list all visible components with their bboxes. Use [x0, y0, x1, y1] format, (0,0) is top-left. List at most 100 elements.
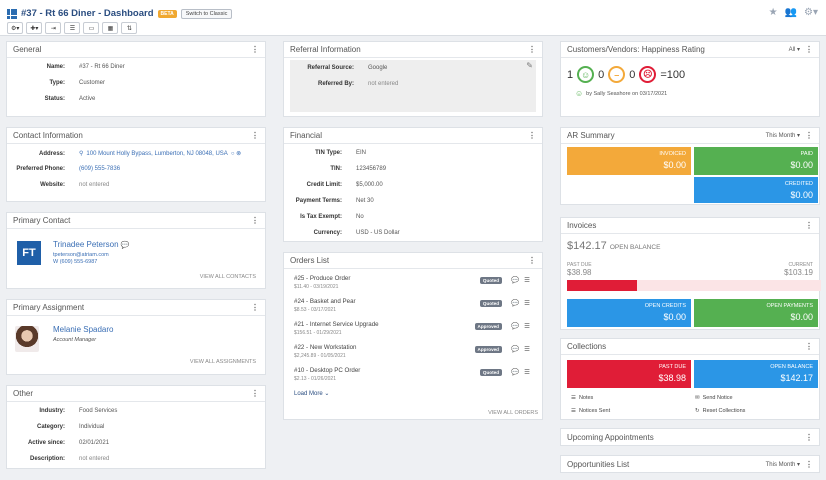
tile-label: OPEN CREDITS	[644, 303, 686, 309]
send-notice-link[interactable]: ✉ Send Notice	[695, 395, 733, 401]
login-button[interactable]: ⇥	[45, 22, 62, 34]
edit-icon[interactable]: ✎	[526, 61, 533, 70]
open-credits-tile[interactable]: OPEN CREDITS $0.00	[567, 299, 691, 327]
notices-sent-label: Notices Sent	[578, 408, 611, 414]
comment-icon[interactable]: 💬	[511, 346, 520, 353]
app-grid-icon[interactable]	[7, 8, 17, 19]
status-badge: Approved	[474, 346, 502, 353]
order-row[interactable]: #24 - Basket and Pear $8.53 - 03/17/2021…	[294, 298, 542, 318]
load-more-button[interactable]: Load More ⌄	[294, 391, 330, 397]
field-label: Category:	[36, 424, 65, 430]
grid-view-button[interactable]: ▦	[102, 22, 119, 34]
view-all-orders-link[interactable]: VIEW ALL ORDERS	[488, 410, 538, 416]
comment-icon[interactable]: 💬	[511, 369, 520, 376]
top-bar: #37 - Rt 66 Diner - Dashboard BETA Switc…	[0, 0, 826, 36]
contact-name-link[interactable]: Trinadee Peterson	[53, 240, 119, 249]
primary-contact-menu-icon[interactable]: ⋮	[251, 216, 259, 225]
happiness-menu-icon[interactable]: ⋮	[805, 45, 813, 54]
comment-icon[interactable]: 💬	[511, 300, 520, 307]
upcoming-menu-icon[interactable]: ⋮	[805, 432, 813, 442]
send-notice-label: Send Notice	[702, 395, 733, 401]
sort-button[interactable]: ⇅	[121, 22, 138, 34]
address-link[interactable]: 100 Mount Holly Bypass, Lumberton, NJ 08…	[86, 150, 228, 157]
status-badge: Approved	[474, 323, 502, 330]
ar-summary-filter-dropdown[interactable]: This Month ▾	[765, 133, 800, 139]
happiness-by-line: ☺ by Sally Seashore on 03/17/2021	[575, 89, 667, 98]
paid-tile[interactable]: PAID $0.00	[694, 147, 818, 175]
view-all-assignments-link[interactable]: VIEW ALL ASSIGNMENTS	[189, 359, 256, 365]
field-label: Active since:	[27, 440, 65, 446]
primary-assignment-title: Primary Assignment	[13, 303, 85, 312]
invoices-title: Invoices	[567, 221, 597, 230]
users-icon[interactable]: 👥	[784, 7, 798, 18]
ar-summary-menu-icon[interactable]: ⋮	[805, 131, 813, 140]
locate-icon[interactable]: ○ ⊗	[230, 151, 242, 157]
happiness-filter-dropdown[interactable]: All ▾	[788, 47, 800, 53]
assignee-name-link[interactable]: Melanie Spadaro	[53, 325, 114, 334]
avatar: FT	[17, 241, 41, 265]
collections-open-balance-tile[interactable]: OPEN BALANCE $142.17	[694, 360, 818, 388]
collections-menu-icon[interactable]: ⋮	[805, 342, 813, 351]
order-row[interactable]: #21 - Internet Service Upgrade $156.51 -…	[294, 321, 542, 341]
contact-info-menu-icon[interactable]: ⋮	[251, 131, 259, 140]
contact-phone-link[interactable]: W (609) 555-6987	[53, 259, 98, 265]
invoiced-tile[interactable]: INVOICED $0.00	[567, 147, 691, 175]
list-icon[interactable]: ☰	[524, 323, 530, 330]
list-icon[interactable]: ☰	[524, 277, 530, 284]
orders-menu-icon[interactable]: ⋮	[528, 256, 536, 265]
general-menu-icon[interactable]: ⋮	[251, 45, 259, 54]
list-icon[interactable]: ☰	[524, 369, 530, 376]
comment-icon[interactable]: 💬	[511, 323, 520, 330]
chat-icon[interactable]: 💬	[120, 242, 130, 249]
order-name: #10 - Desktop PC Order	[294, 367, 361, 374]
tile-value: $0.00	[663, 160, 686, 170]
field-value: 123456789	[356, 166, 387, 172]
view-all-contacts-link[interactable]: VIEW ALL CONTACTS	[199, 274, 256, 280]
financial-title: Financial	[290, 131, 323, 140]
tile-value: $0.00	[790, 160, 813, 170]
collections-past-due-tile[interactable]: PAST DUE $38.98	[567, 360, 691, 388]
notes-link[interactable]: ☰ Notes	[571, 395, 593, 401]
switch-to-classic-button[interactable]: Switch to Classic	[180, 8, 233, 19]
primary-assignment-menu-icon[interactable]: ⋮	[251, 303, 259, 312]
opportunities-panel: Opportunities List This Month ▾ ⋮	[560, 455, 820, 473]
settings-menu-button[interactable]: ⚙▾	[7, 22, 24, 34]
order-row[interactable]: #25 - Produce Order $11.40 - 03/19/2021 …	[294, 275, 542, 295]
tile-value: $142.17	[780, 373, 813, 383]
open-balance: $142.17 OPEN BALANCE	[567, 240, 660, 252]
reset-collections-link[interactable]: ↻ Reset Collections	[695, 408, 745, 414]
phone-link[interactable]: (609) 555-7836	[79, 166, 121, 172]
open-balance-amount: $142.17	[567, 240, 607, 252]
list-icon[interactable]: ☰	[524, 346, 530, 353]
notices-sent-link[interactable]: ☰ Notices Sent	[571, 408, 610, 414]
contact-email-link[interactable]: tpeterson@atriam.com	[53, 252, 109, 258]
list-icon[interactable]: ☰	[524, 300, 530, 307]
order-name: #25 - Produce Order	[294, 275, 351, 282]
field-label: Type:	[49, 80, 65, 86]
invoices-menu-icon[interactable]: ⋮	[805, 221, 813, 230]
referral-menu-icon[interactable]: ⋮	[528, 45, 536, 54]
order-sub: $2,245.89 - 01/05/2021	[294, 353, 346, 359]
status-badge: Quoted	[479, 300, 502, 307]
order-row[interactable]: #10 - Desktop PC Order $2.13 - 01/26/202…	[294, 367, 542, 387]
tile-value: $0.00	[790, 312, 813, 322]
credited-tile[interactable]: CREDITED $0.00	[694, 177, 818, 203]
opportunities-menu-icon[interactable]: ⋮	[805, 459, 813, 469]
gear-icon[interactable]: ⚙▾	[804, 7, 818, 18]
referral-body: ✎ Referral Source: Google Referred By: not…	[290, 60, 536, 112]
card-view-button[interactable]: ▭	[83, 22, 100, 34]
open-payments-tile[interactable]: OPEN PAYMENTS $0.00	[694, 299, 818, 327]
current-amount: $103.19	[784, 268, 813, 277]
list-view-button[interactable]: ☰	[64, 22, 81, 34]
other-menu-icon[interactable]: ⋮	[251, 389, 259, 398]
add-menu-button[interactable]: ✚▾	[26, 22, 43, 34]
order-row[interactable]: #22 - New Workstation $2,245.89 - 01/05/…	[294, 344, 542, 364]
star-icon[interactable]: ★	[768, 7, 778, 18]
financial-panel: Financial ⋮ TIN Type: EIN TIN: 123456789 Cr…	[283, 127, 543, 242]
comment-icon[interactable]: 💬	[511, 277, 520, 284]
orders-title: Orders List	[290, 256, 330, 265]
order-sub: $2.13 - 01/26/2021	[294, 376, 336, 382]
field-label: Preferred Phone:	[16, 166, 65, 172]
financial-menu-icon[interactable]: ⋮	[528, 131, 536, 140]
opportunities-filter-dropdown[interactable]: This Month ▾	[765, 461, 800, 468]
